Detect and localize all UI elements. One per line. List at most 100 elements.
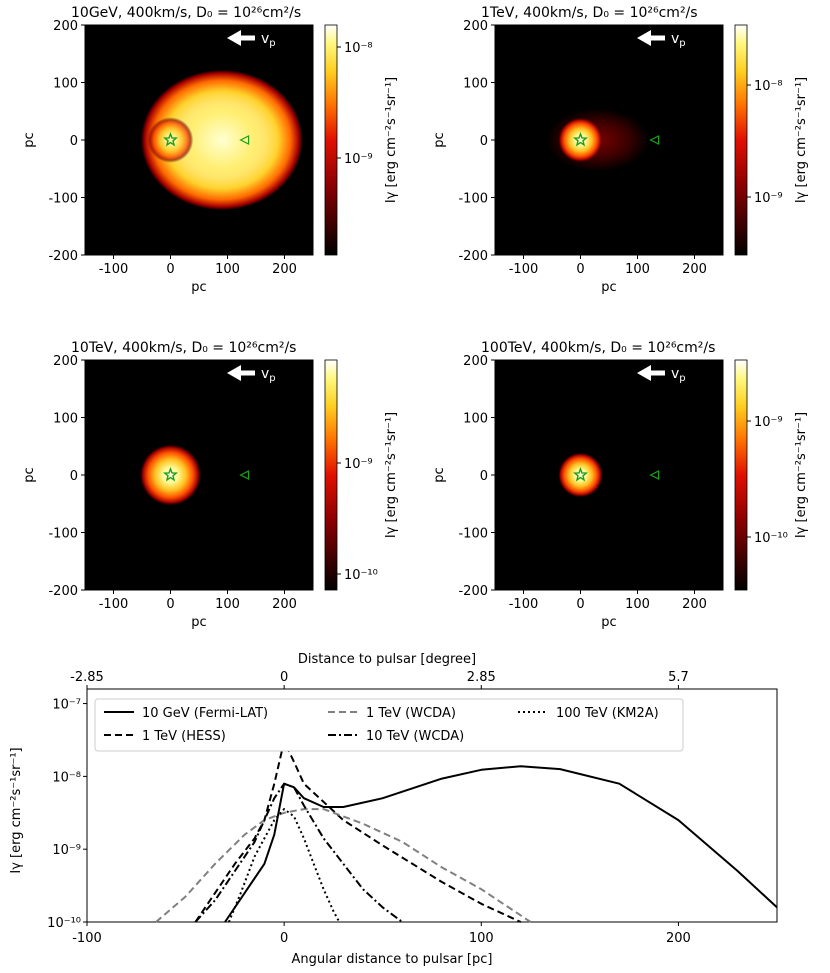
series-line-2 bbox=[194, 740, 522, 923]
x-axis-label: Angular distance to pulsar [pc] bbox=[292, 952, 493, 967]
top-x-tick-label: 5.7 bbox=[668, 670, 689, 685]
x-tick-label: 200 bbox=[682, 597, 707, 612]
x-tick-label: 0 bbox=[576, 597, 584, 612]
y-tick-label: 0 bbox=[70, 134, 78, 149]
y-tick-label: -100 bbox=[48, 527, 78, 542]
x-tick-label: 0 bbox=[280, 931, 288, 946]
velocity-label-subscript: p bbox=[269, 373, 275, 384]
y-tick-label: 100 bbox=[463, 412, 488, 427]
y-tick-label: -200 bbox=[458, 249, 488, 264]
pulsar-star-marker bbox=[572, 467, 589, 482]
x-tick-label: -100 bbox=[509, 597, 539, 612]
colorbar-tick-label: 10⁻⁸ bbox=[754, 79, 783, 94]
colorbar-tick-label: 10⁻⁹ bbox=[344, 457, 373, 472]
y-tick-label: -200 bbox=[48, 249, 78, 264]
y-tick-label: 0 bbox=[480, 469, 488, 484]
x-tick-label: 200 bbox=[666, 931, 691, 946]
y-tick-label: 10⁻⁷ bbox=[52, 698, 81, 713]
y-tick-label: 0 bbox=[70, 469, 78, 484]
pulsar-star-marker bbox=[572, 132, 589, 147]
colorbar-tick-label: 10⁻⁸ bbox=[344, 41, 373, 56]
velocity-label-subscript: p bbox=[269, 38, 275, 49]
velocity-arrowhead bbox=[637, 30, 651, 46]
y-axis-label: pc bbox=[432, 467, 447, 482]
colorbar-label: Iγ [erg cm⁻²s⁻¹sr⁻¹] bbox=[794, 412, 809, 538]
velocity-label-subscript: p bbox=[679, 38, 685, 49]
x-tick-label: -100 bbox=[72, 931, 102, 946]
birth-position-triangle bbox=[649, 470, 660, 480]
velocity-label-subscript: p bbox=[679, 373, 685, 384]
birth-position-triangle bbox=[239, 470, 250, 480]
y-axis-label: Iγ [erg cm⁻²s⁻¹sr⁻¹] bbox=[9, 747, 24, 873]
x-tick-label: 100 bbox=[215, 262, 240, 277]
x-tick-label: 0 bbox=[166, 597, 174, 612]
x-axis-label: pc bbox=[191, 615, 206, 630]
colorbar bbox=[734, 24, 748, 256]
series-line-4 bbox=[194, 782, 403, 923]
y-tick-label: 100 bbox=[53, 412, 78, 427]
x-tick-label: -100 bbox=[99, 597, 129, 612]
x-tick-label: -100 bbox=[99, 262, 129, 277]
x-axis-label: pc bbox=[601, 615, 616, 630]
emission-source bbox=[147, 117, 194, 163]
y-tick-label: 100 bbox=[463, 77, 488, 92]
x-tick-label: 0 bbox=[576, 262, 584, 277]
colorbar bbox=[734, 359, 748, 591]
y-tick-label: 200 bbox=[53, 19, 78, 34]
panel-title: 1TeV, 400km/s, D₀ = 10²⁶cm²/s bbox=[481, 5, 698, 21]
colorbar-tick-label: 10⁻¹⁰ bbox=[344, 568, 378, 583]
top-x-tick-label: -2.85 bbox=[70, 670, 104, 685]
y-tick-label: 0 bbox=[480, 134, 488, 149]
y-axis-label: pc bbox=[22, 467, 37, 482]
top-x-tick-label: 2.85 bbox=[467, 670, 496, 685]
birth-position-triangle bbox=[649, 135, 660, 145]
x-tick-label: 200 bbox=[272, 597, 297, 612]
x-tick-label: 100 bbox=[215, 597, 240, 612]
legend-box bbox=[94, 698, 684, 752]
heatmap-background bbox=[495, 360, 723, 590]
colorbar-tick-label: 10⁻¹⁰ bbox=[754, 531, 788, 546]
y-tick-label: 200 bbox=[463, 19, 488, 34]
colorbar-tick-label: 10⁻⁹ bbox=[344, 152, 373, 167]
legend-label-5: 100 TeV (KM2A) bbox=[556, 706, 659, 721]
colorbar-label: Iγ [erg cm⁻²s⁻¹sr⁻¹] bbox=[794, 77, 809, 203]
panel-title: 10TeV, 400km/s, D₀ = 10²⁶cm²/s bbox=[71, 340, 296, 356]
y-tick-label: -100 bbox=[458, 527, 488, 542]
y-tick-label: 200 bbox=[53, 354, 78, 369]
y-tick-label: -100 bbox=[458, 192, 488, 207]
legend-label-1: 10 GeV (Fermi-LAT) bbox=[142, 706, 268, 721]
x-tick-label: 100 bbox=[625, 262, 650, 277]
y-tick-label: -200 bbox=[48, 584, 78, 599]
pulsar-star-marker bbox=[162, 467, 179, 482]
x-tick-label: 100 bbox=[625, 597, 650, 612]
x-axis-label: pc bbox=[601, 280, 616, 295]
y-axis-label: pc bbox=[22, 132, 37, 147]
y-tick-label: 10⁻⁸ bbox=[52, 770, 81, 785]
velocity-arrowhead bbox=[227, 30, 241, 46]
y-tick-label: -200 bbox=[458, 584, 488, 599]
x-tick-label: 200 bbox=[682, 262, 707, 277]
legend-label-2: 1 TeV (HESS) bbox=[142, 729, 226, 744]
top-x-tick-label: 0 bbox=[280, 670, 288, 685]
colorbar-label: Iγ [erg cm⁻²s⁻¹sr⁻¹] bbox=[384, 412, 399, 538]
velocity-arrowhead bbox=[227, 365, 241, 381]
y-axis-label: pc bbox=[432, 132, 447, 147]
y-tick-label: 200 bbox=[463, 354, 488, 369]
x-tick-label: 200 bbox=[272, 262, 297, 277]
emission-core bbox=[167, 91, 276, 189]
emission-source bbox=[139, 443, 202, 507]
x-tick-label: 100 bbox=[469, 931, 494, 946]
birth-position-triangle bbox=[239, 135, 250, 145]
colorbar-label: Iγ [erg cm⁻²s⁻¹sr⁻¹] bbox=[384, 77, 399, 203]
legend: 10 GeV (Fermi-LAT) 1 TeV (HESS) 1 TeV (WCD… bbox=[94, 698, 684, 752]
legend-label-3: 1 TeV (WCDA) bbox=[366, 706, 456, 721]
colorbar bbox=[324, 24, 338, 256]
colorbar-tick-label: 10⁻⁹ bbox=[754, 415, 783, 430]
legend-label-4: 10 TeV (WCDA) bbox=[366, 729, 464, 744]
top-x-axis-label: Distance to pulsar [degree] bbox=[298, 652, 476, 667]
